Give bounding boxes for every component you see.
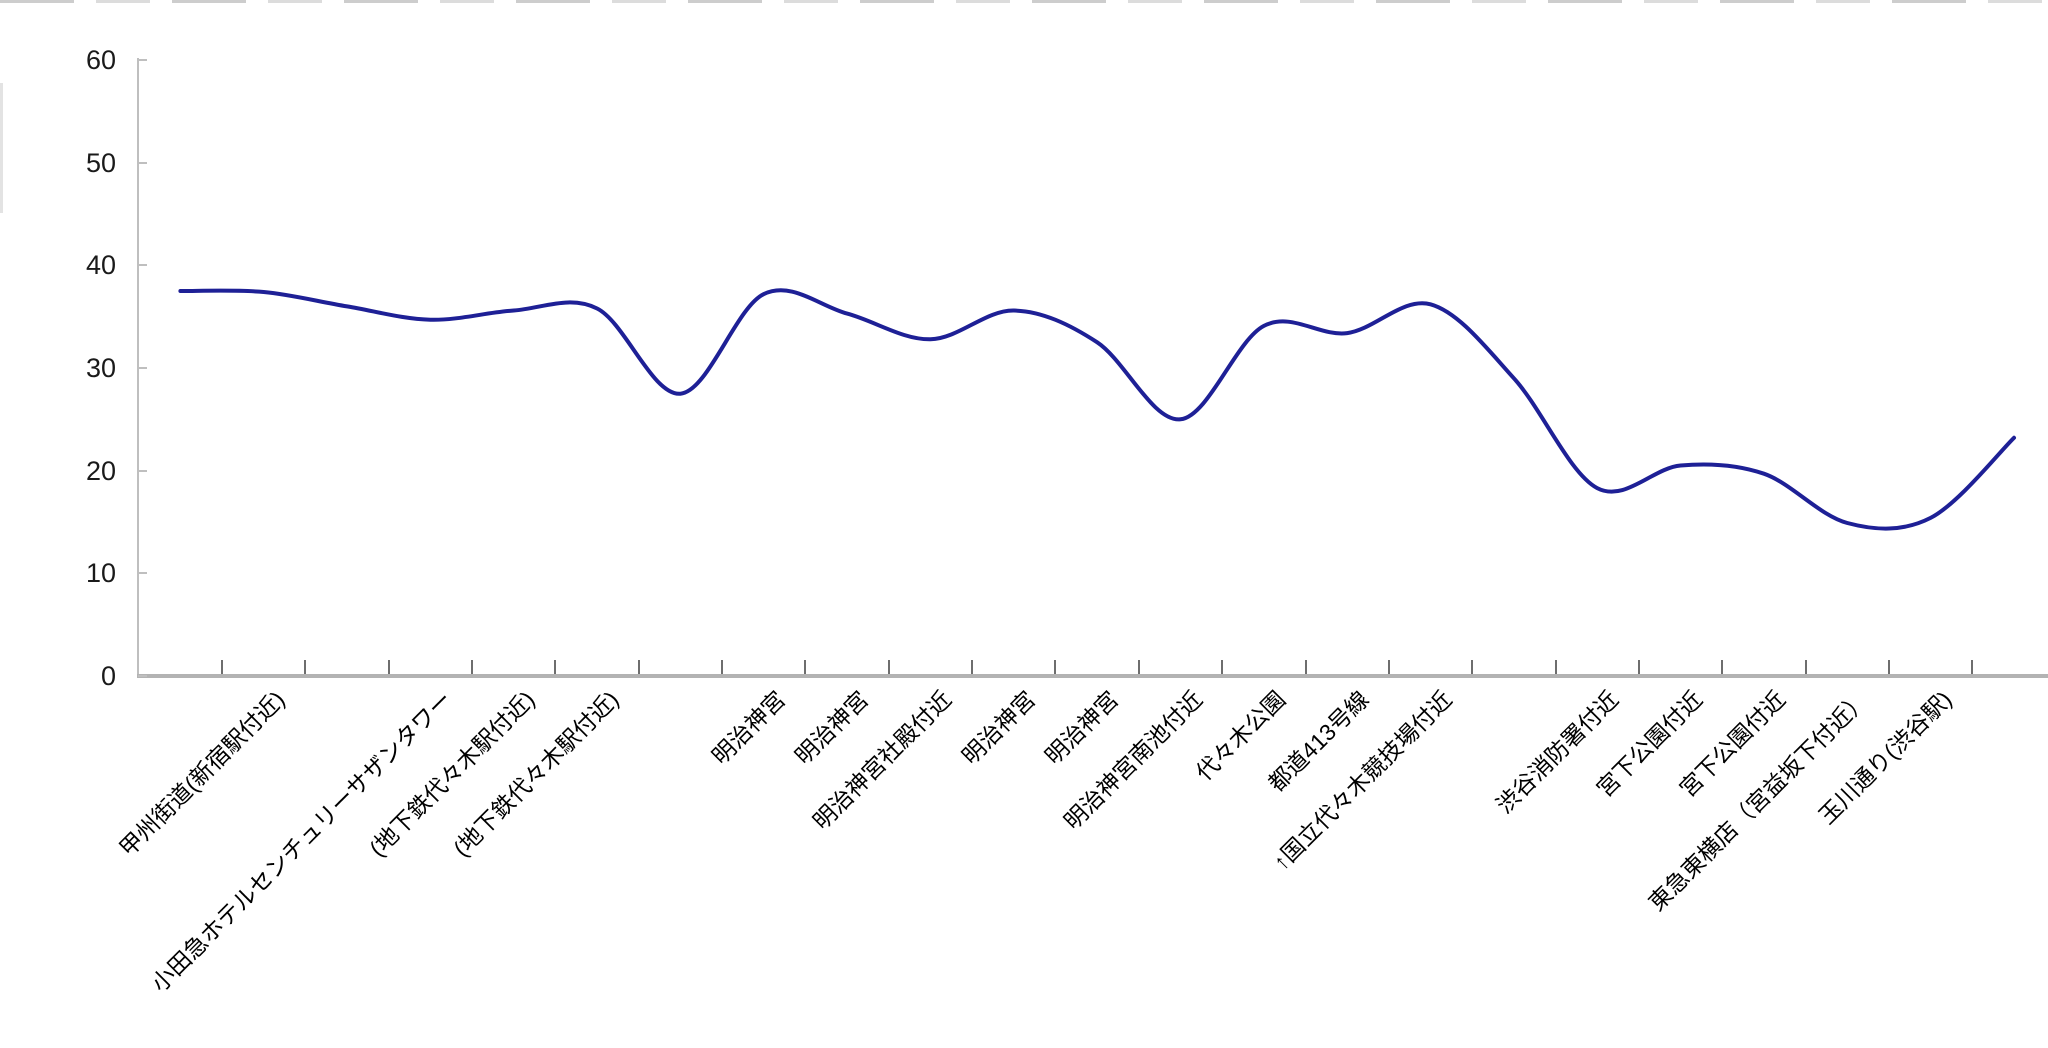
- x-tick: [387, 660, 390, 674]
- x-tick: [971, 660, 974, 674]
- y-axis-tick-label: 30: [85, 353, 116, 383]
- x-tick: [1054, 660, 1057, 674]
- top-edge-artifact: [0, 0, 2048, 3]
- x-tick: [1971, 660, 1974, 674]
- y-axis-tick-label: 10: [85, 558, 116, 589]
- x-axis-label: 明治神宮: [1040, 686, 1124, 770]
- y-axis-tick-label: 20: [85, 455, 116, 486]
- x-axis-label: 明治神宮: [790, 686, 874, 770]
- x-tick: [304, 660, 307, 674]
- x-axis-label: 明治神宮南池付近: [1058, 686, 1207, 835]
- x-axis-label: 明治神宮社殿付近: [808, 686, 957, 835]
- x-tick: [887, 660, 890, 674]
- data-series-line: [178, 288, 2016, 531]
- x-tick: [554, 660, 557, 674]
- x-tick: [1637, 660, 1640, 674]
- y-tick: [138, 572, 147, 575]
- y-axis-tick-label: 40: [85, 250, 116, 281]
- x-tick: [221, 660, 224, 674]
- x-tick: [1721, 660, 1724, 674]
- y-tick: [138, 675, 147, 677]
- y-tick: [138, 469, 147, 472]
- x-axis-label: 明治神宮: [706, 686, 791, 770]
- y-tick: [138, 161, 147, 164]
- x-axis-line: [137, 674, 2048, 678]
- x-tick: [471, 660, 474, 674]
- x-tick: [804, 660, 807, 674]
- left-edge-artifact: [0, 83, 3, 213]
- x-tick: [1471, 660, 1474, 674]
- y-axis-tick-label: 60: [85, 45, 116, 75]
- x-tick: [1304, 660, 1307, 674]
- x-axis-label: 甲州街道(新宿駅付近): [114, 686, 291, 862]
- x-tick: [1804, 660, 1807, 674]
- x-axis-label: 明治神宮: [956, 686, 1041, 770]
- x-axis-label: 渋谷消防署付近: [1491, 686, 1624, 819]
- x-tick: [1387, 660, 1390, 674]
- x-tick: [637, 660, 640, 674]
- y-tick: [138, 59, 147, 61]
- y-tick: [138, 367, 147, 369]
- x-axis-label: 小田急ホテルセンチュリーサザンタワー: [146, 686, 457, 997]
- x-tick: [1554, 660, 1557, 674]
- y-tick: [138, 264, 147, 267]
- x-tick: [1887, 660, 1890, 674]
- x-tick: [1221, 660, 1224, 674]
- x-axis-label: (地下鉄代々木駅付近): [447, 686, 624, 862]
- y-axis-tick-label: 0: [100, 661, 116, 691]
- x-tick: [721, 660, 724, 674]
- y-axis-tick-label: 50: [85, 147, 116, 178]
- x-tick: [1137, 660, 1140, 674]
- x-axis-label: (地下鉄代々木駅付近): [364, 686, 541, 862]
